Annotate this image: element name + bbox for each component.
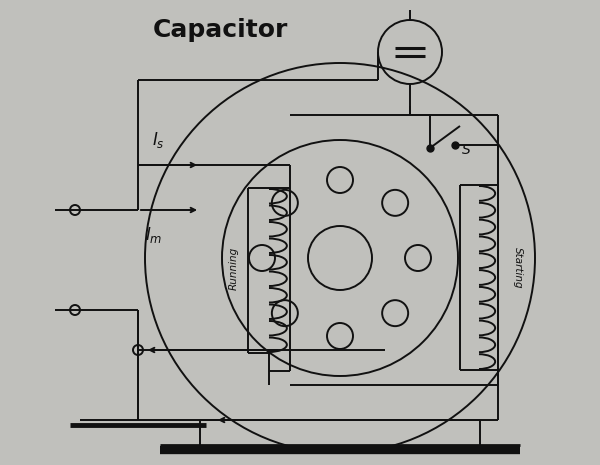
Text: S: S	[462, 143, 471, 157]
Text: Capacitor: Capacitor	[152, 18, 287, 42]
Text: Running: Running	[229, 246, 239, 290]
Text: $I_m$: $I_m$	[145, 225, 163, 245]
Text: $I_s$: $I_s$	[152, 130, 165, 150]
Text: Starting: Starting	[513, 247, 523, 289]
